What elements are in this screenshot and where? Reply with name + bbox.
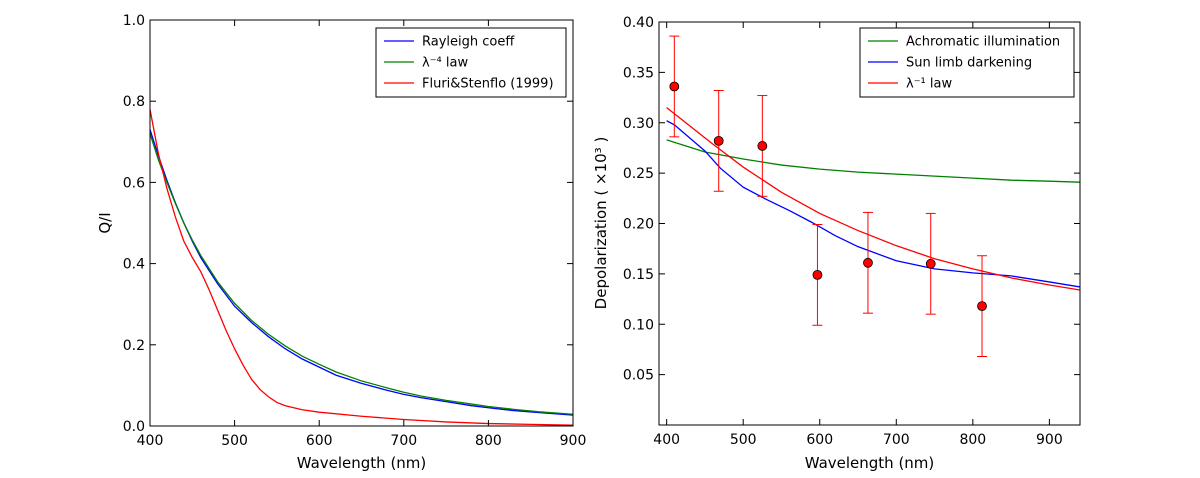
right-y-tick-label: 0.25: [623, 166, 654, 182]
left-y-axis-label: Q/I: [96, 212, 114, 233]
left-x-tick-label: 800: [475, 433, 502, 449]
right-y-tick-label: 0.35: [623, 65, 654, 81]
right-y-tick-label: 0.30: [623, 116, 654, 132]
right-legend-label-achromatic-illumination: Achromatic illumination: [906, 35, 1060, 50]
left-x-tick-label: 500: [221, 433, 248, 449]
left-panel: 400 500 600 700 800 900 0.0 0.2 0.4 0.6 0.8 1.0 Wa…: [96, 13, 586, 472]
right-x-tick-label: 400: [653, 432, 680, 448]
left-legend-label-fluri-stenflo-1999: Fluri&Stenflo (1999): [422, 77, 554, 92]
left-legend: Rayleigh coeff λ⁻⁴ law Fluri&Stenflo (1999…: [375, 27, 567, 98]
right-y-tick-label: 0.20: [623, 217, 654, 233]
right-data-point: [977, 301, 987, 312]
right-y-ticks: 0.05 0.10 0.15 0.20 0.25 0.30 0.35 0.40: [623, 15, 1080, 384]
left-y-tick-label: 0.8: [123, 94, 145, 110]
left-x-ticks: 400 500 600 700 800 900: [137, 20, 587, 449]
left-x-tick-label: 400: [137, 433, 164, 449]
left-line-law: [150, 133, 573, 415]
left-y-tick-label: 0.0: [123, 419, 145, 435]
right-data-point: [863, 257, 873, 268]
right-x-ticks: 400 500 600 700 800 900: [653, 22, 1063, 448]
left-series-layer: [150, 109, 573, 426]
right-line-law: [666, 107, 1080, 291]
right-x-tick-label: 700: [883, 432, 910, 448]
right-data-point: [669, 81, 680, 92]
left-y-tick-label: 0.6: [123, 175, 145, 191]
left-line-fluri-stenflo-1999: [150, 109, 573, 426]
right-x-axis-label: Wavelength (nm): [805, 454, 935, 472]
right-legend: Achromatic illumination Sun limb darkenin…: [859, 27, 1075, 98]
left-x-axis-label: Wavelength (nm): [297, 454, 427, 472]
right-y-axis-label: Depolarization ( ×10³ ): [592, 137, 610, 310]
right-y-tick-label: 0.15: [623, 267, 654, 283]
right-data-point: [925, 258, 936, 269]
right-y-tick-label: 0.05: [623, 368, 654, 384]
left-x-tick-label: 900: [560, 433, 587, 449]
left-legend-label-law: λ⁻⁴ law: [422, 56, 468, 71]
left-y-tick-label: 0.2: [123, 338, 145, 354]
right-x-tick-label: 900: [1036, 432, 1063, 448]
right-data-point: [812, 269, 823, 280]
left-y-tick-label: 1.0: [123, 13, 145, 29]
right-legend-label-sun-limb-darkening: Sun limb darkening: [906, 56, 1032, 71]
right-series-layer: [666, 35, 1080, 357]
right-data-point: [713, 135, 724, 146]
left-y-tick-label: 0.4: [123, 257, 145, 273]
left-x-tick-label: 600: [306, 433, 333, 449]
right-x-tick-label: 500: [730, 432, 757, 448]
right-data-point: [757, 141, 768, 151]
left-x-tick-label: 700: [390, 433, 417, 449]
left-y-ticks: 0.0 0.2 0.4 0.6 0.8 1.0: [123, 13, 573, 435]
left-axes-frame: [149, 19, 574, 427]
right-y-tick-label: 0.40: [623, 15, 654, 31]
right-legend-label-law: λ⁻¹ law: [906, 77, 952, 92]
left-legend-label-rayleigh-coeff: Rayleigh coeff: [422, 35, 515, 50]
right-line-sun-limb-darkening: [666, 120, 1080, 288]
right-line-achromatic-illumination: [666, 139, 1080, 183]
right-x-tick-label: 600: [806, 432, 833, 448]
right-panel: 400 500 600 700 800 900 0.050.100.150.200.250…: [592, 15, 1081, 472]
right-y-tick-label: 0.10: [623, 317, 654, 333]
right-x-tick-label: 800: [959, 432, 986, 448]
